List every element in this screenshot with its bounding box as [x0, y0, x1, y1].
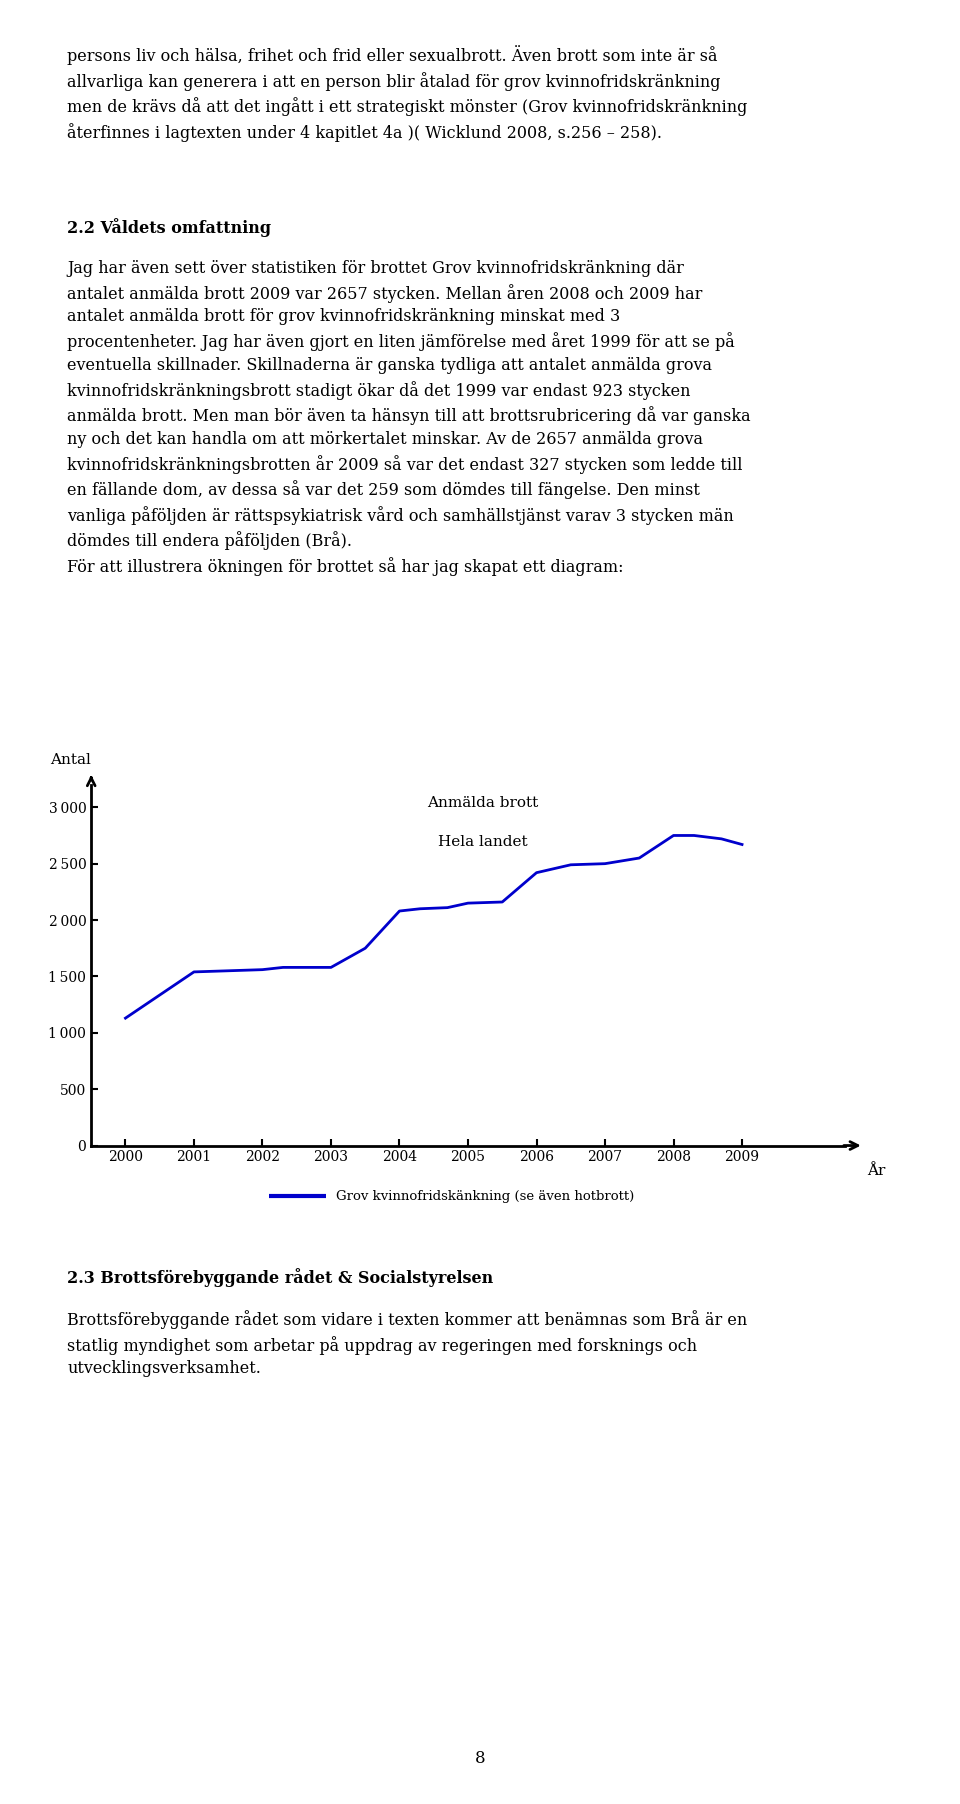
Text: Antal: Antal	[50, 752, 90, 767]
Text: persons liv och hälsa, frihet och frid eller sexualbrott. Även brott som inte är: persons liv och hälsa, frihet och frid e…	[67, 45, 748, 143]
Text: Jag har även sett över statistiken för brottet Grov kvinnofridskränkning där
ant: Jag har även sett över statistiken för b…	[67, 260, 751, 575]
Text: 2.3 Brottsförebyggande rådet & Socialstyrelsen: 2.3 Brottsförebyggande rådet & Socialsty…	[67, 1268, 493, 1288]
Text: Grov kvinnofridskänkning (se även hotbrott): Grov kvinnofridskänkning (se även hotbro…	[336, 1189, 635, 1203]
Text: 8: 8	[474, 1750, 486, 1768]
Text: Hela landet: Hela landet	[439, 835, 528, 850]
Text: Brottsförebyggande rådet som vidare i texten kommer att benämnas som Brå är en
s: Brottsförebyggande rådet som vidare i te…	[67, 1310, 748, 1378]
Text: År: År	[868, 1164, 886, 1178]
Text: Anmälda brott: Anmälda brott	[427, 796, 539, 810]
Text: 2.2 Våldets omfattning: 2.2 Våldets omfattning	[67, 218, 272, 238]
